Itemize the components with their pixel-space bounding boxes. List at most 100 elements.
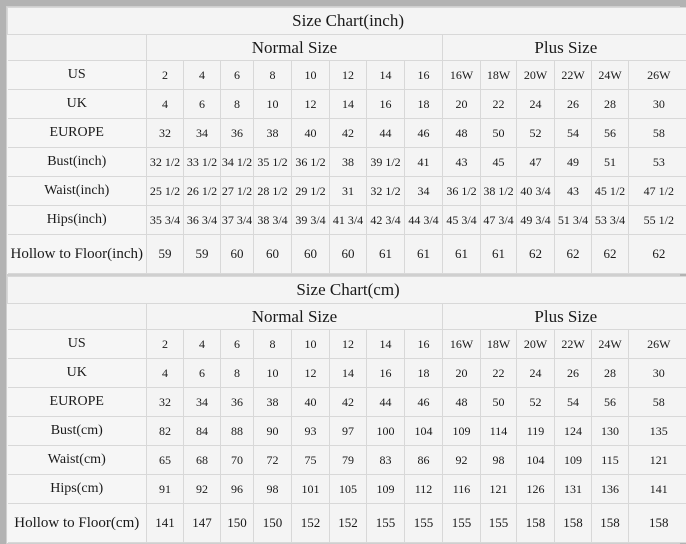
- cell: 54: [555, 388, 592, 417]
- cell: 47 3/4: [481, 206, 517, 235]
- cell: 72: [254, 446, 292, 475]
- row-label-hollow-to-floor: Hollow to Floor(cm): [8, 504, 147, 543]
- cell: 4: [147, 359, 184, 388]
- cell: 136: [592, 475, 629, 504]
- group-plus-size: Plus Size: [443, 304, 686, 330]
- cell: 14: [330, 359, 367, 388]
- cell: 141: [629, 475, 686, 504]
- cell: 4: [184, 330, 221, 359]
- row-label-europe: EUROPE: [8, 119, 147, 148]
- cell: 44: [367, 119, 405, 148]
- cell: 150: [221, 504, 254, 543]
- cell: 91: [147, 475, 184, 504]
- table-row: Bust(cm) 82 84 88 90 93 97 100 104 109 1…: [8, 417, 686, 446]
- cell: 141: [147, 504, 184, 543]
- table-row: Hips(cm) 91 92 96 98 101 105 109 112 116…: [8, 475, 686, 504]
- cell: 98: [254, 475, 292, 504]
- cell: 6: [184, 90, 221, 119]
- cell: 38: [254, 119, 292, 148]
- cell: 158: [517, 504, 555, 543]
- cell: 40: [292, 119, 330, 148]
- row-label-bust: Bust(cm): [8, 417, 147, 446]
- cell: 26 1/2: [184, 177, 221, 206]
- table-title-row: Size Chart(cm): [8, 277, 686, 304]
- cell: 39 3/4: [292, 206, 330, 235]
- group-header-row: Normal Size Plus Size: [8, 35, 686, 61]
- cell: 26: [555, 359, 592, 388]
- row-label-bust: Bust(inch): [8, 148, 147, 177]
- cell: 24: [517, 90, 555, 119]
- cell: 75: [292, 446, 330, 475]
- row-label-europe: EUROPE: [8, 388, 147, 417]
- cell: 10: [254, 90, 292, 119]
- cell: 35 3/4: [147, 206, 184, 235]
- cell: 16W: [443, 61, 481, 90]
- table-row: Waist(cm) 65 68 70 72 75 79 83 86 92 98 …: [8, 446, 686, 475]
- cell: 52: [517, 119, 555, 148]
- cell: 54: [555, 119, 592, 148]
- cell: 58: [629, 388, 686, 417]
- cell: 93: [292, 417, 330, 446]
- group-plus-size: Plus Size: [443, 35, 686, 61]
- cell: 46: [405, 388, 443, 417]
- cell: 58: [629, 119, 686, 148]
- cell: 37 3/4: [221, 206, 254, 235]
- cell: 14: [367, 61, 405, 90]
- cell: 10: [292, 330, 330, 359]
- cell: 92: [184, 475, 221, 504]
- cell: 8: [221, 359, 254, 388]
- cell: 24: [517, 359, 555, 388]
- cell: 36 3/4: [184, 206, 221, 235]
- cell: 155: [443, 504, 481, 543]
- cell: 45: [481, 148, 517, 177]
- table-row: Waist(inch) 25 1/2 26 1/2 27 1/2 28 1/2 …: [8, 177, 686, 206]
- table-row: Bust(inch) 32 1/2 33 1/2 34 1/2 35 1/2 3…: [8, 148, 686, 177]
- cell: 25 1/2: [147, 177, 184, 206]
- cell: 155: [367, 504, 405, 543]
- cell: 12: [292, 359, 330, 388]
- cell: 116: [443, 475, 481, 504]
- cell: 28: [592, 359, 629, 388]
- cell: 100: [367, 417, 405, 446]
- cell: 131: [555, 475, 592, 504]
- cell: 56: [592, 388, 629, 417]
- cell: 65: [147, 446, 184, 475]
- cell: 109: [555, 446, 592, 475]
- cell: 51: [592, 148, 629, 177]
- cell: 135: [629, 417, 686, 446]
- cell: 22: [481, 90, 517, 119]
- cell: 33 1/2: [184, 148, 221, 177]
- cell: 96: [221, 475, 254, 504]
- cell: 26: [555, 90, 592, 119]
- cell: 70: [221, 446, 254, 475]
- cell: 60: [292, 235, 330, 274]
- cell: 86: [405, 446, 443, 475]
- group-normal-size: Normal Size: [147, 35, 443, 61]
- cell: 34: [405, 177, 443, 206]
- cell: 84: [184, 417, 221, 446]
- cell: 60: [221, 235, 254, 274]
- table-row: US 2 4 6 8 10 12 14 16 16W 18W 20W 22W 2…: [8, 61, 686, 90]
- cell: 62: [592, 235, 629, 274]
- cell: 61: [443, 235, 481, 274]
- cell: 14: [367, 330, 405, 359]
- cell: 82: [147, 417, 184, 446]
- row-label-hips: Hips(inch): [8, 206, 147, 235]
- cell: 22W: [555, 61, 592, 90]
- cell: 20W: [517, 61, 555, 90]
- cell: 22: [481, 359, 517, 388]
- cell: 12: [292, 90, 330, 119]
- cell: 61: [367, 235, 405, 274]
- cell: 52: [517, 388, 555, 417]
- cell: 98: [481, 446, 517, 475]
- cell: 26W: [629, 61, 686, 90]
- cell: 39 1/2: [367, 148, 405, 177]
- cell: 16: [405, 330, 443, 359]
- group-normal-size: Normal Size: [147, 304, 443, 330]
- cell: 61: [405, 235, 443, 274]
- cell: 18: [405, 359, 443, 388]
- cell: 90: [254, 417, 292, 446]
- cell: 121: [629, 446, 686, 475]
- cell: 88: [221, 417, 254, 446]
- cell: 16: [367, 359, 405, 388]
